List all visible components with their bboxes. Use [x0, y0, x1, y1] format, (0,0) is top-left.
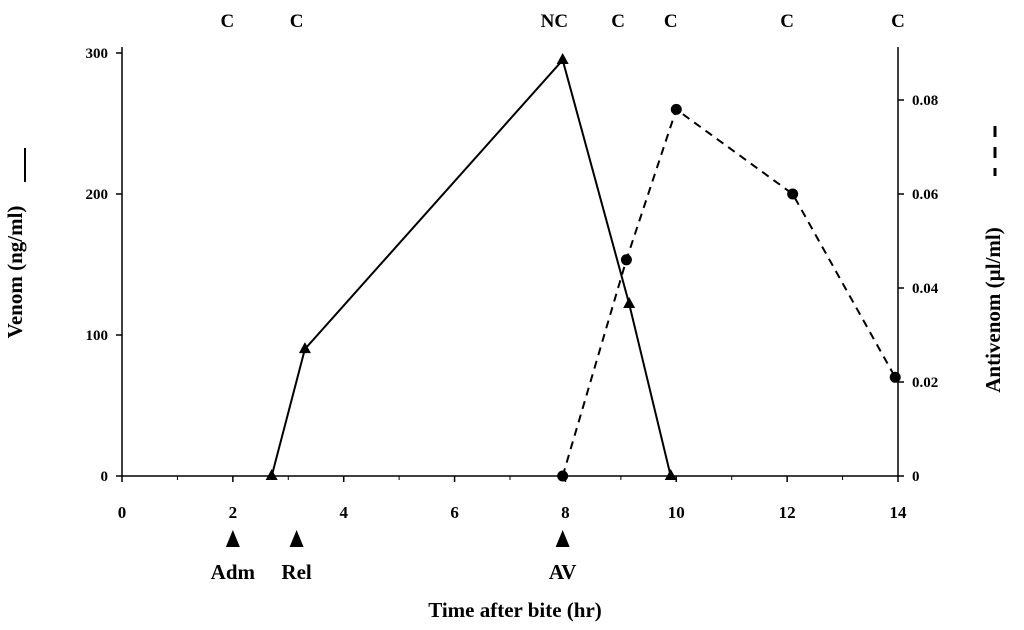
series-layer: [265, 53, 901, 482]
top-annotation: C: [891, 11, 905, 32]
axes: [121, 47, 899, 477]
x-tick-label: 2: [229, 503, 238, 522]
venom-data-point: [623, 296, 636, 308]
antivenom-series-line: [561, 107, 897, 477]
top-annotation: C: [220, 11, 234, 32]
y2-tick-label: 0.04: [912, 281, 939, 297]
x-tick-label: 14: [890, 503, 908, 522]
venom-data-point: [265, 469, 278, 480]
x-tick-label: 10: [668, 503, 685, 522]
venom-series-line: [270, 58, 672, 477]
antivenom-data-point: [670, 103, 682, 115]
y2-tick-label: 0.02: [912, 375, 938, 391]
y-axis-title: Venom (ng/ml): [3, 206, 27, 339]
y2-tick-label: 0: [912, 469, 920, 485]
y-tick-label: 300: [86, 46, 109, 62]
venom-data-point: [664, 469, 677, 480]
event-label: AV: [549, 560, 577, 584]
event-marker: [289, 530, 304, 547]
ticks: 0 2 4 6 8 10 12 14 0 100 200 300 0 0.02 0.04 0.06 0.08: [86, 46, 939, 522]
x-axis-title: Time after bite (hr): [428, 598, 602, 622]
x-tick-label: 12: [779, 503, 796, 522]
top-annotation: NC: [541, 11, 568, 32]
x-tick-label: 0: [118, 503, 127, 522]
antivenom-data-point: [557, 470, 569, 482]
y2-tick-label: 0.08: [912, 93, 938, 109]
event-label: Rel: [281, 560, 311, 584]
x-tick-label: 8: [561, 503, 570, 522]
x-tick-label: 4: [339, 503, 348, 522]
event-marker: [555, 530, 570, 547]
y2-tick-label: 0.06: [912, 187, 939, 203]
event-marker: [225, 530, 240, 547]
venom-data-point: [298, 342, 311, 354]
y2-axis-title: Antivenom (µl/ml): [981, 227, 1005, 393]
top-annotation: C: [664, 11, 678, 32]
antivenom-data-point: [787, 188, 799, 200]
antivenom-data-point: [889, 371, 901, 383]
y-tick-label: 0: [101, 469, 109, 485]
top-annotation: C: [611, 11, 625, 32]
venom-data-point: [556, 53, 569, 65]
top-annotation: C: [780, 11, 794, 32]
annotations: C C NC C C C C Adm Rel AV: [211, 11, 905, 584]
antivenom-data-point: [620, 254, 632, 266]
y-tick-label: 200: [86, 187, 109, 203]
event-label: Adm: [211, 560, 256, 584]
top-annotation: C: [290, 11, 304, 32]
y-tick-label: 100: [86, 328, 109, 344]
x-tick-label: 6: [450, 503, 459, 522]
